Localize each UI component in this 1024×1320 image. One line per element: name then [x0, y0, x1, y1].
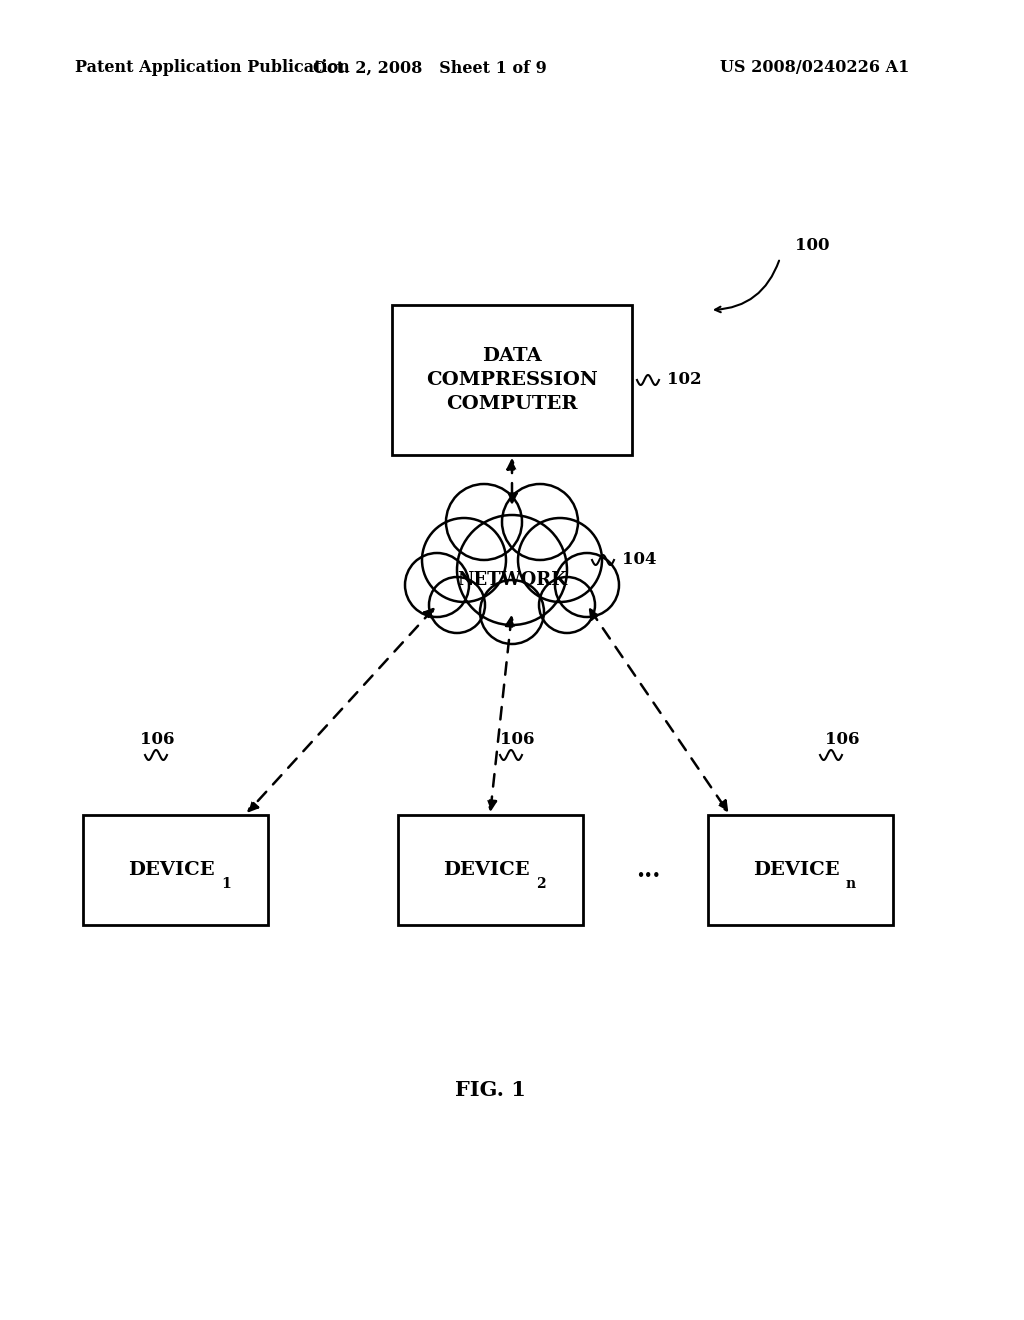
Text: 102: 102 [667, 371, 701, 388]
Circle shape [406, 553, 469, 616]
Text: DEVICE: DEVICE [442, 861, 529, 879]
Text: n: n [846, 876, 856, 891]
Bar [392, 305, 632, 455]
Text: DEVICE: DEVICE [753, 861, 840, 879]
Text: 106: 106 [500, 731, 535, 748]
Text: 2: 2 [536, 876, 546, 891]
Text: DATA
COMPRESSION
COMPUTER: DATA COMPRESSION COMPUTER [426, 347, 598, 413]
Circle shape [446, 484, 522, 560]
Circle shape [555, 553, 618, 616]
Circle shape [422, 517, 506, 602]
Text: 100: 100 [795, 236, 829, 253]
Circle shape [518, 517, 602, 602]
Circle shape [502, 484, 578, 560]
Text: DEVICE: DEVICE [128, 861, 214, 879]
Circle shape [480, 579, 544, 644]
Text: ...: ... [636, 858, 660, 882]
Text: Oct. 2, 2008   Sheet 1 of 9: Oct. 2, 2008 Sheet 1 of 9 [313, 59, 547, 77]
Circle shape [429, 577, 485, 634]
Bar [397, 814, 583, 925]
Text: FIG. 1: FIG. 1 [455, 1080, 525, 1100]
Bar [708, 814, 893, 925]
Text: 1: 1 [221, 876, 230, 891]
Text: 106: 106 [140, 731, 174, 748]
Text: NETWORK: NETWORK [457, 572, 567, 589]
Circle shape [539, 577, 595, 634]
Text: 106: 106 [825, 731, 859, 748]
Text: US 2008/0240226 A1: US 2008/0240226 A1 [720, 59, 909, 77]
Bar [83, 814, 267, 925]
Text: 104: 104 [622, 552, 656, 569]
Text: Patent Application Publication: Patent Application Publication [75, 59, 350, 77]
Circle shape [457, 515, 567, 624]
